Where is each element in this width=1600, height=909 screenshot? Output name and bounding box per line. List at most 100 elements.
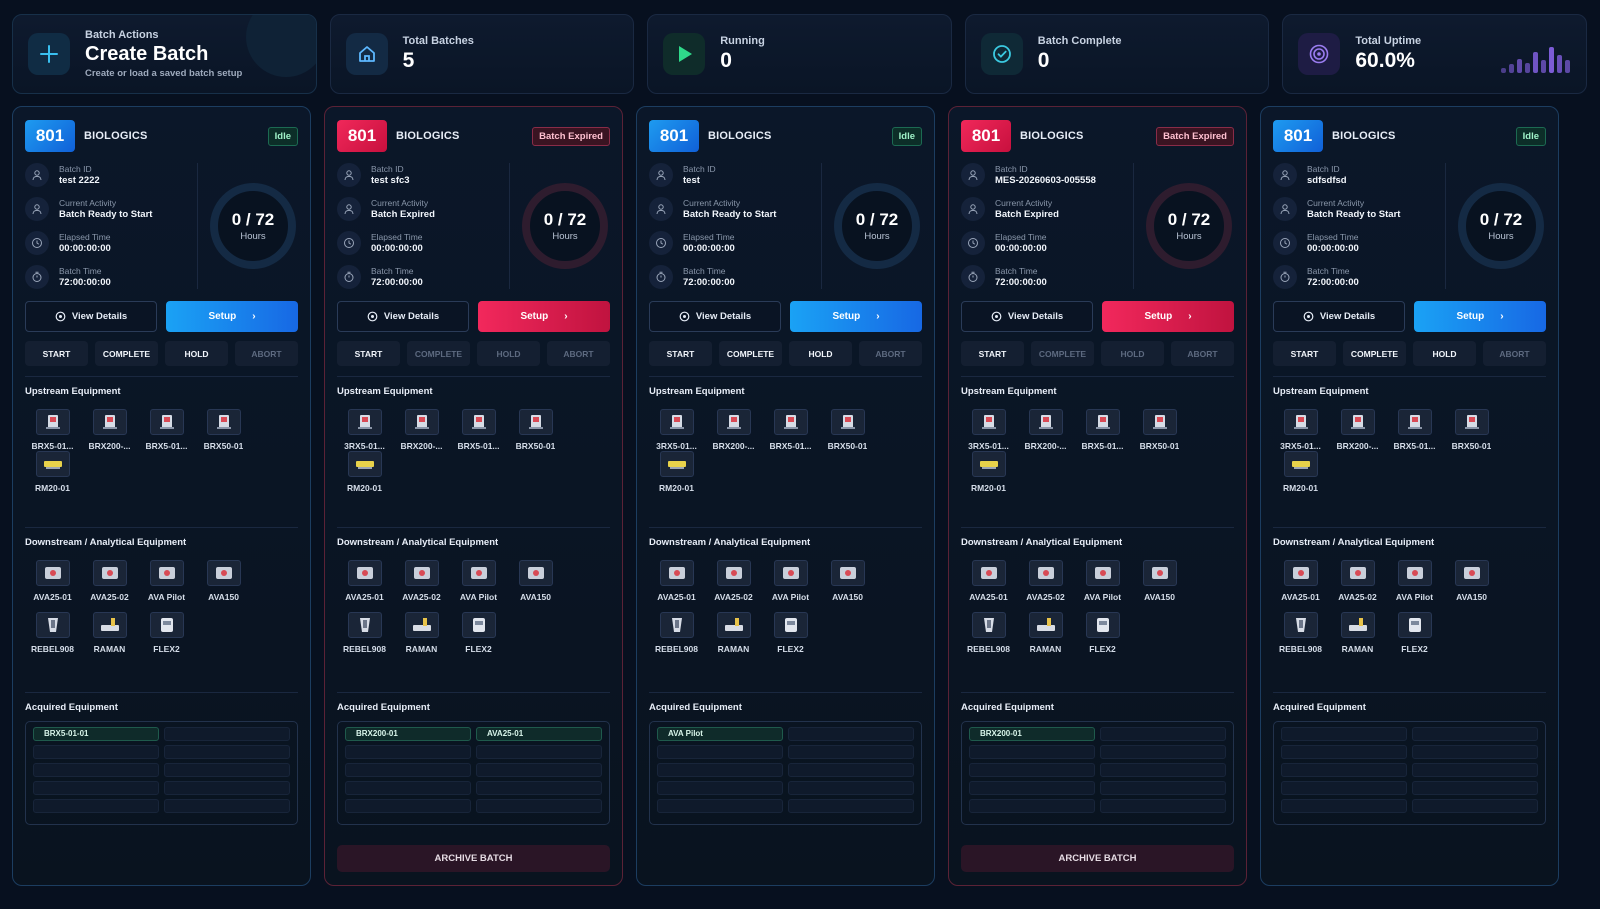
equipment-item-ava-pilot[interactable]: AVA Pilot [763, 560, 818, 602]
equipment-item-flex2[interactable]: FLEX2 [1075, 612, 1130, 654]
abort-button[interactable]: ABORT [547, 341, 610, 366]
complete-button[interactable]: COMPLETE [719, 341, 782, 366]
equipment-item-flex2[interactable]: FLEX2 [763, 612, 818, 654]
archive-batch-button[interactable]: ARCHIVE BATCH [961, 845, 1234, 872]
equipment-item-rm20-01[interactable]: RM20-01 [1273, 451, 1328, 493]
abort-button[interactable]: ABORT [235, 341, 298, 366]
equipment-item-ava-pilot[interactable]: AVA Pilot [139, 560, 194, 602]
equipment-item-ava25-02[interactable]: AVA25-02 [1018, 560, 1073, 602]
equipment-item-brx5-01[interactable]: BRX5-01... [25, 409, 80, 451]
equipment-item-rebel908[interactable]: REBEL908 [649, 612, 704, 654]
equipment-item-ava25-02[interactable]: AVA25-02 [706, 560, 761, 602]
equipment-item-ava150[interactable]: AVA150 [196, 560, 251, 602]
setup-button[interactable]: Setup › [1102, 301, 1234, 332]
equipment-item-rm20-01[interactable]: RM20-01 [649, 451, 704, 493]
equipment-item-rebel908[interactable]: REBEL908 [1273, 612, 1328, 654]
start-button[interactable]: START [649, 341, 712, 366]
start-button[interactable]: START [1273, 341, 1336, 366]
view-details-button[interactable]: View Details [1273, 301, 1405, 332]
equipment-item-brx5-01[interactable]: BRX5-01... [1387, 409, 1442, 451]
equipment-item-rm20-01[interactable]: RM20-01 [25, 451, 80, 493]
complete-button[interactable]: COMPLETE [95, 341, 158, 366]
equipment-item-ava25-02[interactable]: AVA25-02 [82, 560, 137, 602]
complete-button[interactable]: COMPLETE [1343, 341, 1406, 366]
hold-button[interactable]: HOLD [165, 341, 228, 366]
start-button[interactable]: START [961, 341, 1024, 366]
equipment-item-brx5-01[interactable]: BRX5-01... [139, 409, 194, 451]
view-details-button[interactable]: View Details [961, 301, 1093, 332]
equipment-item-brx50-01[interactable]: BRX50-01 [196, 409, 251, 451]
equipment-item-ava25-01[interactable]: AVA25-01 [649, 560, 704, 602]
create-batch-tile[interactable]: Batch Actions Create Batch Create or loa… [12, 14, 317, 94]
equipment-item-flex2[interactable]: FLEX2 [451, 612, 506, 654]
equipment-item-3rx5-01[interactable]: 3RX5-01... [961, 409, 1016, 451]
equipment-item-raman[interactable]: RAMAN [82, 612, 137, 654]
view-details-button[interactable]: View Details [337, 301, 469, 332]
equipment-item-3rx5-01[interactable]: 3RX5-01... [1273, 409, 1328, 451]
divider [821, 163, 822, 289]
equipment-item-ava150[interactable]: AVA150 [820, 560, 875, 602]
equipment-item-brx5-01[interactable]: BRX5-01... [1075, 409, 1130, 451]
equipment-item-ava25-01[interactable]: AVA25-01 [337, 560, 392, 602]
equipment-item-ava-pilot[interactable]: AVA Pilot [1387, 560, 1442, 602]
equipment-item-brx200[interactable]: BRX200-... [82, 409, 137, 451]
equipment-item-brx50-01[interactable]: BRX50-01 [1132, 409, 1187, 451]
setup-button[interactable]: Setup › [790, 301, 922, 332]
equipment-item-ava150[interactable]: AVA150 [508, 560, 563, 602]
abort-button[interactable]: ABORT [1171, 341, 1234, 366]
equipment-item-brx50-01[interactable]: BRX50-01 [1444, 409, 1499, 451]
acquired-equipment-chip: AVA Pilot [657, 727, 783, 741]
abort-button[interactable]: ABORT [1483, 341, 1546, 366]
view-details-button[interactable]: View Details [25, 301, 157, 332]
equipment-item-ava150[interactable]: AVA150 [1444, 560, 1499, 602]
equipment-item-rebel908[interactable]: REBEL908 [337, 612, 392, 654]
equipment-item-brx50-01[interactable]: BRX50-01 [820, 409, 875, 451]
equipment-item-raman[interactable]: RAMAN [1018, 612, 1073, 654]
equipment-item-3rx5-01[interactable]: 3RX5-01... [337, 409, 392, 451]
archive-batch-button[interactable]: ARCHIVE BATCH [337, 845, 610, 872]
equipment-item-brx200[interactable]: BRX200-... [706, 409, 761, 451]
clock-icon [649, 231, 673, 255]
setup-button[interactable]: Setup › [1414, 301, 1546, 332]
setup-button[interactable]: Setup › [166, 301, 298, 332]
equipment-item-flex2[interactable]: FLEX2 [1387, 612, 1442, 654]
hold-button[interactable]: HOLD [477, 341, 540, 366]
batch-controls: START COMPLETE HOLD ABORT [1273, 341, 1546, 366]
equipment-item-brx5-01[interactable]: BRX5-01... [763, 409, 818, 451]
equipment-icon [518, 409, 553, 435]
equipment-item-brx50-01[interactable]: BRX50-01 [508, 409, 563, 451]
equipment-item-raman[interactable]: RAMAN [394, 612, 449, 654]
equipment-item-rebel908[interactable]: REBEL908 [961, 612, 1016, 654]
equipment-item-ava25-02[interactable]: AVA25-02 [394, 560, 449, 602]
equipment-item-ava25-02[interactable]: AVA25-02 [1330, 560, 1385, 602]
equipment-item-ava25-01[interactable]: AVA25-01 [1273, 560, 1328, 602]
equipment-item-raman[interactable]: RAMAN [1330, 612, 1385, 654]
complete-button[interactable]: COMPLETE [407, 341, 470, 366]
downstream-title: Downstream / Analytical Equipment [1273, 537, 1435, 548]
equipment-item-ava25-01[interactable]: AVA25-01 [961, 560, 1016, 602]
equipment-item-ava-pilot[interactable]: AVA Pilot [451, 560, 506, 602]
equipment-item-brx5-01[interactable]: BRX5-01... [451, 409, 506, 451]
view-details-button[interactable]: View Details [649, 301, 781, 332]
start-button[interactable]: START [25, 341, 88, 366]
equipment-item-flex2[interactable]: FLEX2 [139, 612, 194, 654]
abort-button[interactable]: ABORT [859, 341, 922, 366]
equipment-item-brx200[interactable]: BRX200-... [1018, 409, 1073, 451]
equipment-item-brx200[interactable]: BRX200-... [1330, 409, 1385, 451]
equipment-item-3rx5-01[interactable]: 3RX5-01... [649, 409, 704, 451]
equipment-item-rm20-01[interactable]: RM20-01 [337, 451, 392, 493]
equipment-item-raman[interactable]: RAMAN [706, 612, 761, 654]
equipment-item-ava-pilot[interactable]: AVA Pilot [1075, 560, 1130, 602]
hold-button[interactable]: HOLD [1101, 341, 1164, 366]
start-button[interactable]: START [337, 341, 400, 366]
equipment-item-brx200[interactable]: BRX200-... [394, 409, 449, 451]
complete-button[interactable]: COMPLETE [1031, 341, 1094, 366]
setup-button[interactable]: Setup › [478, 301, 610, 332]
equipment-item-rm20-01[interactable]: RM20-01 [961, 451, 1016, 493]
hold-button[interactable]: HOLD [789, 341, 852, 366]
equipment-item-ava25-01[interactable]: AVA25-01 [25, 560, 80, 602]
equipment-item-rebel908[interactable]: REBEL908 [25, 612, 80, 654]
hold-button[interactable]: HOLD [1413, 341, 1476, 366]
current-activity-label: Current Activity [683, 198, 741, 208]
equipment-item-ava150[interactable]: AVA150 [1132, 560, 1187, 602]
